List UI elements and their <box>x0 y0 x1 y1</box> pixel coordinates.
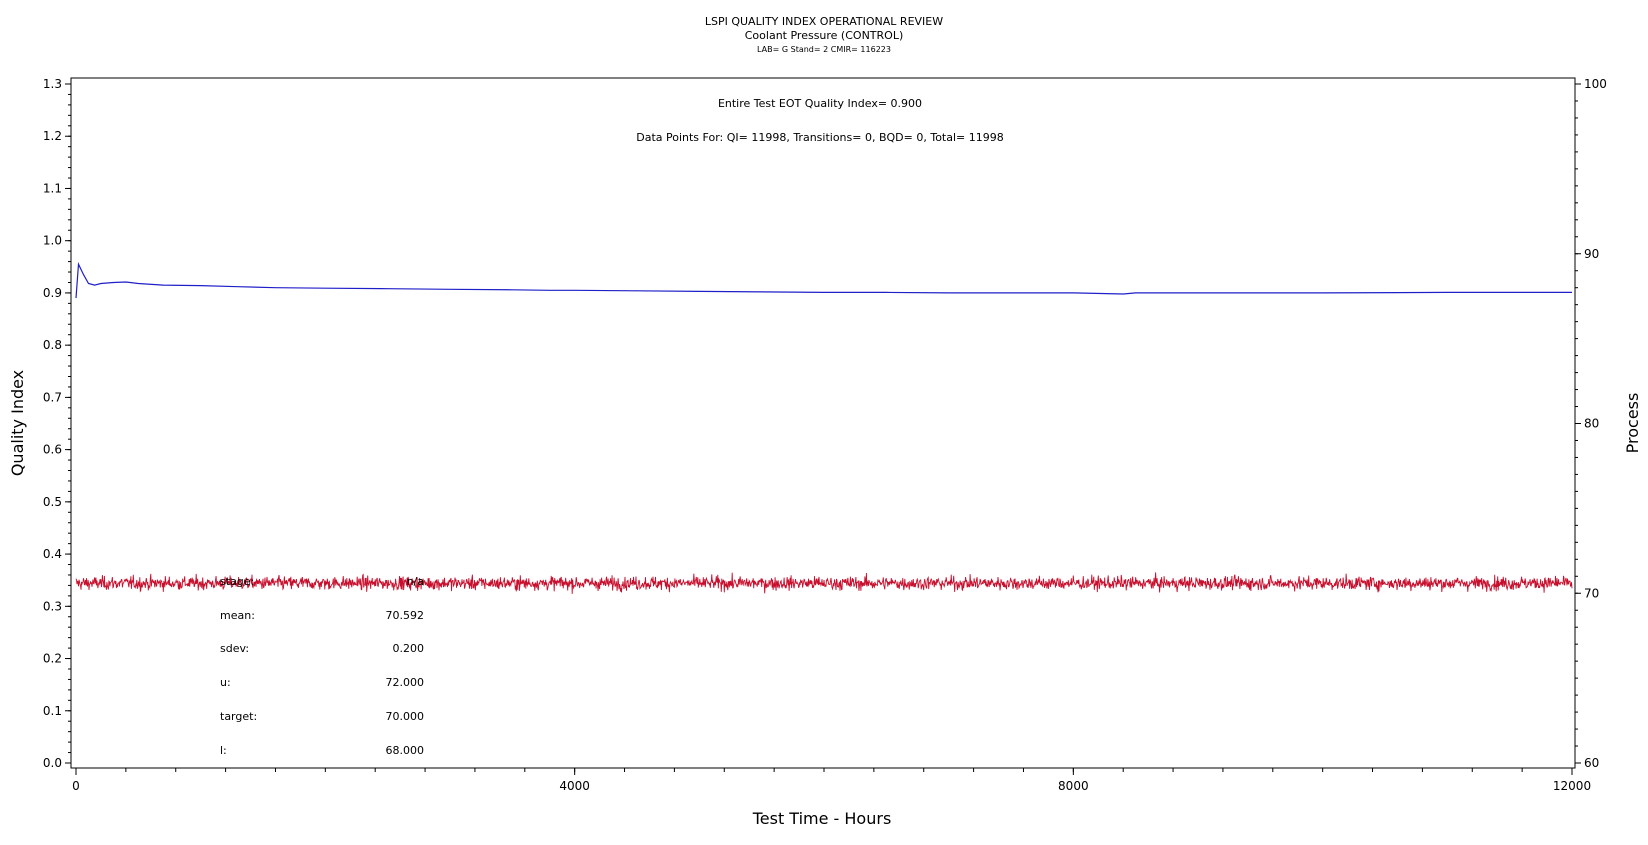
chart-subtitle: Coolant Pressure (CONTROL) <box>745 29 904 42</box>
y-tick-label: 0.5 <box>43 495 62 509</box>
x-tick-label: 12000 <box>1553 779 1591 793</box>
stats-label: stage: <box>220 575 254 588</box>
x-tick-label: 0 <box>72 779 80 793</box>
data-points-note: Data Points For: QI= 11998, Transitions=… <box>636 131 1004 144</box>
y-tick-label: 0.7 <box>43 390 62 404</box>
stats-value: 70.000 <box>386 710 425 723</box>
left-y-axis: 0.0 0.1 0.2 0.3 0.4 0.5 0.6 0.7 0.8 0.9 1.0 1.1 1.2 1… <box>43 77 71 770</box>
stats-value: 68.000 <box>386 744 425 757</box>
y-tick-label: 1.0 <box>43 234 62 248</box>
x-axis-label: Test Time - Hours <box>752 809 892 828</box>
series-layer <box>75 261 1573 594</box>
stats-label: sdev: <box>220 642 249 655</box>
x-tick-label: 4000 <box>559 779 590 793</box>
stats-value: n/a <box>407 575 424 588</box>
right-y-axis: 60 70 80 90 100 <box>1575 77 1607 770</box>
stats-label: mean: <box>220 609 255 622</box>
y-tick-label: 0.6 <box>43 443 62 457</box>
y-tick-label: 0.4 <box>43 547 62 561</box>
quality-index-line <box>75 261 1572 299</box>
y-tick-label: 0.1 <box>43 704 62 718</box>
y2-tick-label: 80 <box>1584 417 1599 431</box>
x-axis: 0 4000 8000 12000 <box>72 768 1591 793</box>
chart-subtitle-2: LAB= G Stand= 2 CMIR= 116223 <box>757 45 891 54</box>
y-tick-label: 0.8 <box>43 338 62 352</box>
y-tick-label: 0.2 <box>43 652 62 666</box>
y-tick-label: 0.0 <box>43 756 62 770</box>
y2-tick-label: 60 <box>1584 756 1599 770</box>
y-axis-label: Quality Index <box>8 370 27 476</box>
stats-label: target: <box>220 710 257 723</box>
stats-value: 0.200 <box>393 642 425 655</box>
y-tick-label: 1.3 <box>43 77 62 91</box>
y-tick-label: 1.2 <box>43 129 62 143</box>
plot-frame <box>70 77 1576 769</box>
y2-axis-label: Process <box>1623 393 1642 454</box>
y2-tick-label: 100 <box>1584 77 1607 91</box>
y2-tick-label: 70 <box>1584 586 1599 600</box>
eot-quality-index-note: Entire Test EOT Quality Index= 0.900 <box>718 97 922 110</box>
y2-tick-label: 90 <box>1584 247 1599 261</box>
stats-label: u: <box>220 676 231 689</box>
stats-table: stage: n/a mean: 70.592 sdev: 0.200 u: 72.000 ta… <box>220 575 424 757</box>
stats-value: 70.592 <box>386 609 425 622</box>
chart-title: LSPI QUALITY INDEX OPERATIONAL REVIEW <box>705 15 943 28</box>
y-tick-label: 1.1 <box>43 181 62 195</box>
y-tick-label: 0.3 <box>43 599 62 613</box>
y-tick-label: 0.9 <box>43 286 62 300</box>
stats-label: l: <box>220 744 227 757</box>
x-tick-label: 8000 <box>1058 779 1089 793</box>
process-line <box>75 572 1573 594</box>
stats-value: 72.000 <box>386 676 425 689</box>
